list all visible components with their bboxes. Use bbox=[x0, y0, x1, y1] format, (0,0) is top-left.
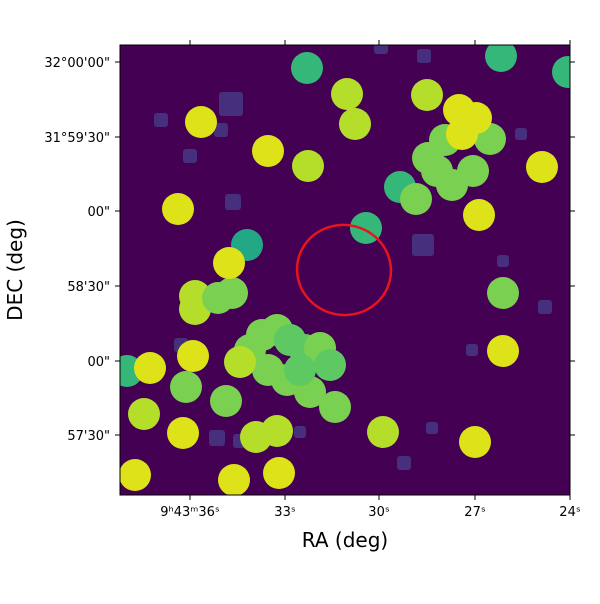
y-tick-label: 57'30" bbox=[67, 429, 110, 444]
source-disk bbox=[400, 183, 432, 215]
source-disk bbox=[284, 354, 316, 386]
source-square bbox=[374, 45, 388, 54]
source-square bbox=[426, 422, 438, 434]
source-square bbox=[214, 123, 228, 137]
y-tick-label: 32°00'00" bbox=[44, 56, 110, 71]
y-tick-label: 58'30" bbox=[67, 280, 110, 295]
source-disk bbox=[485, 45, 517, 72]
source-disk bbox=[224, 346, 256, 378]
source-disk bbox=[252, 135, 284, 167]
source-disk bbox=[446, 118, 478, 150]
source-disk bbox=[459, 426, 491, 458]
source-disk bbox=[487, 335, 519, 367]
x-axis-label: RA (deg) bbox=[302, 528, 388, 552]
x-tick-label: 9ʰ43ᵐ36ˢ bbox=[160, 505, 220, 520]
source-disk bbox=[263, 457, 295, 489]
y-tick-label: 00" bbox=[87, 355, 110, 370]
source-disk bbox=[457, 155, 489, 187]
source-disk bbox=[218, 464, 250, 495]
source-disk bbox=[185, 106, 217, 138]
image-content bbox=[120, 45, 570, 495]
y-tick-label: 31°59'30" bbox=[44, 131, 110, 146]
source-disk bbox=[314, 349, 346, 381]
source-square bbox=[183, 149, 197, 163]
y-axis-label: DEC (deg) bbox=[3, 219, 27, 321]
y-tick-label: 00" bbox=[87, 205, 110, 220]
source-disk bbox=[487, 277, 519, 309]
source-disk bbox=[421, 155, 453, 187]
x-tick-label: 33ˢ bbox=[274, 505, 296, 520]
source-disk bbox=[291, 52, 323, 84]
source-square bbox=[154, 113, 168, 127]
source-disk bbox=[367, 416, 399, 448]
x-tick-label: 24ˢ bbox=[559, 505, 581, 520]
source-disk bbox=[134, 352, 166, 384]
source-disk bbox=[463, 199, 495, 231]
source-square bbox=[497, 255, 509, 267]
source-disk bbox=[261, 415, 293, 447]
source-square bbox=[397, 456, 411, 470]
source-square bbox=[538, 300, 552, 314]
source-square bbox=[294, 426, 306, 438]
source-square bbox=[219, 92, 243, 116]
source-disk bbox=[552, 56, 570, 88]
source-square bbox=[412, 234, 434, 256]
plot-frame bbox=[119, 44, 571, 496]
source-disk bbox=[319, 391, 351, 423]
source-disk bbox=[526, 151, 558, 183]
x-tick-label: 27ˢ bbox=[464, 505, 486, 520]
region-ellipse bbox=[295, 223, 393, 317]
source-disk bbox=[120, 459, 151, 491]
source-disk bbox=[128, 398, 160, 430]
source-disk bbox=[292, 150, 324, 182]
source-square bbox=[417, 49, 431, 63]
source-disk bbox=[162, 193, 194, 225]
source-disk bbox=[216, 277, 248, 309]
source-disk bbox=[210, 385, 242, 417]
source-square bbox=[466, 344, 478, 356]
source-square bbox=[515, 128, 527, 140]
source-disk bbox=[167, 417, 199, 449]
source-disk bbox=[331, 78, 363, 110]
source-disk bbox=[339, 108, 371, 140]
source-square bbox=[209, 430, 225, 446]
source-square bbox=[225, 194, 241, 210]
source-disk bbox=[177, 340, 209, 372]
source-disk bbox=[213, 247, 245, 279]
x-tick-label: 30ˢ bbox=[368, 505, 390, 520]
source-disk bbox=[170, 371, 202, 403]
source-disk bbox=[411, 79, 443, 111]
